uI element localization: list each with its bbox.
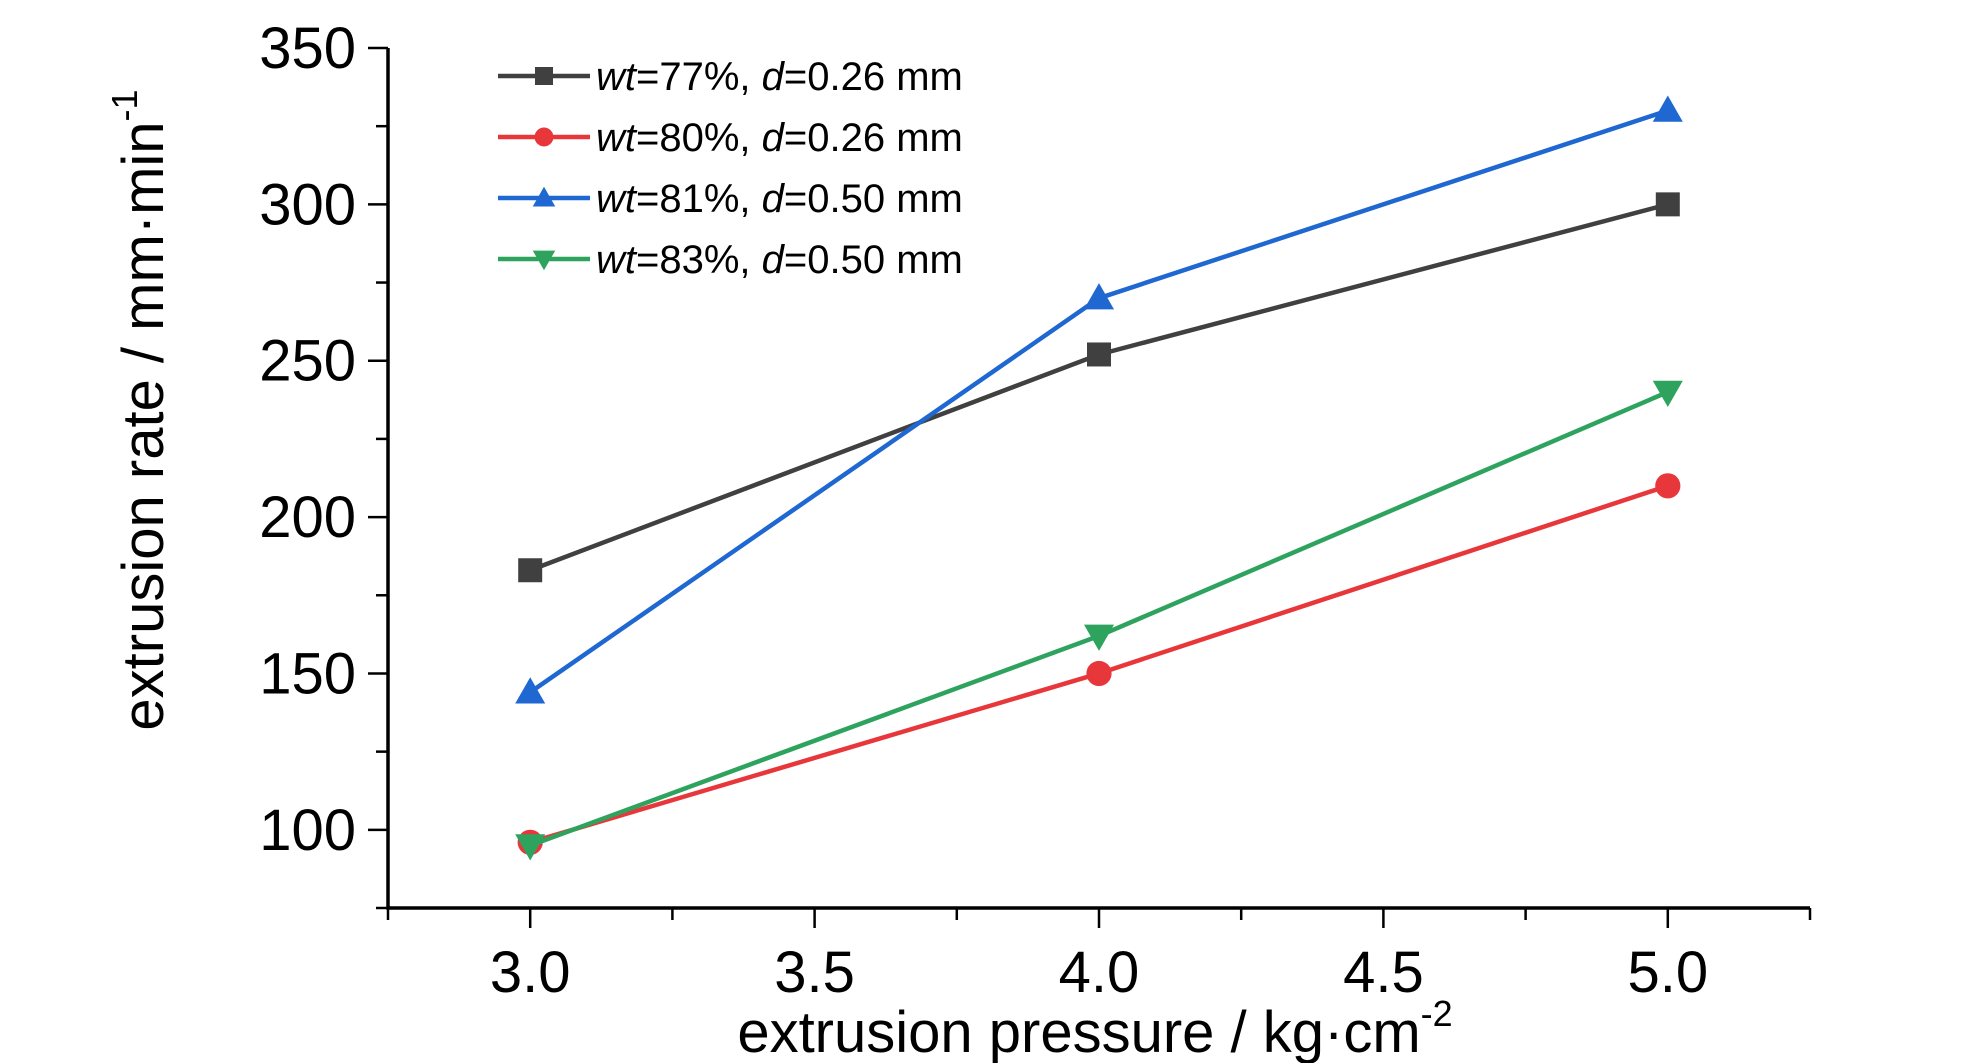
series-1 (518, 192, 1680, 583)
legend-label: wt=83%, d=0.50 mm (596, 238, 963, 282)
data-point-circle (1655, 473, 1681, 499)
legend-marker-triangle-down (532, 250, 556, 271)
x-tick-label: 4.0 (1059, 940, 1140, 1005)
y-tick-label: 250 (259, 329, 356, 394)
data-point-triangle-up (1652, 95, 1683, 122)
series-2 (517, 473, 1681, 855)
y-axis-title-superscript: -1 (104, 89, 145, 121)
data-point-triangle-down (1652, 380, 1683, 407)
legend-entry: wt=81%, d=0.50 mm (498, 177, 963, 221)
legend-label: wt=77%, d=0.26 mm (596, 55, 963, 99)
x-axis-title: extrusion pressure / kg·cm-2 (737, 993, 1452, 1063)
x-tick-label: 3.5 (774, 940, 855, 1005)
series-line (529, 389, 1669, 848)
y-tick-label: 300 (259, 172, 356, 237)
legend: wt=77%, d=0.26 mm wt=80%, d=0.26 mm wt=81%… (498, 55, 963, 282)
ticks (368, 46, 1812, 928)
legend-marker-square (535, 67, 553, 85)
tick-labels: 3.0 3.5 4.0 4.5 5.0 100 150 200 250 300 350 (259, 16, 1708, 1005)
series-group (515, 95, 1683, 861)
x-axis-title-superscript: -2 (1421, 993, 1453, 1034)
x-tick-label: 5.0 (1627, 940, 1708, 1005)
series-3 (515, 95, 1683, 704)
y-tick-label: 350 (259, 16, 356, 81)
x-tick-label: 3.0 (490, 940, 571, 1005)
data-point-square (518, 558, 543, 583)
y-tick-label: 100 (259, 798, 356, 863)
legend-label: wt=81%, d=0.50 mm (596, 177, 963, 221)
data-point-triangle-down (1084, 624, 1114, 651)
y-tick-label: 200 (259, 485, 356, 550)
x-axis-title-text: extrusion pressure / kg·cm (737, 1000, 1420, 1063)
legend-marker-triangle-up (532, 186, 556, 207)
series-4 (515, 380, 1683, 861)
data-point-triangle-down (515, 834, 546, 861)
y-tick-label: 150 (259, 641, 356, 706)
data-point-square (1087, 342, 1111, 367)
legend-label: wt=80%, d=0.26 mm (596, 116, 963, 160)
data-point-circle (1086, 660, 1112, 687)
data-point-square (1655, 192, 1680, 217)
x-tick-label: 4.5 (1343, 940, 1424, 1005)
data-point-triangle-up (1084, 283, 1114, 310)
y-axis-title: extrusion rate / mm·min-1 (104, 89, 176, 730)
legend-entry: wt=77%, d=0.26 mm (498, 55, 963, 99)
legend-entry: wt=80%, d=0.26 mm (498, 116, 963, 160)
legend-marker-circle (534, 127, 554, 147)
y-axis-title-text: extrusion rate / mm·min (111, 121, 176, 730)
legend-entry: wt=83%, d=0.50 mm (498, 238, 963, 282)
data-point-triangle-up (515, 677, 546, 704)
